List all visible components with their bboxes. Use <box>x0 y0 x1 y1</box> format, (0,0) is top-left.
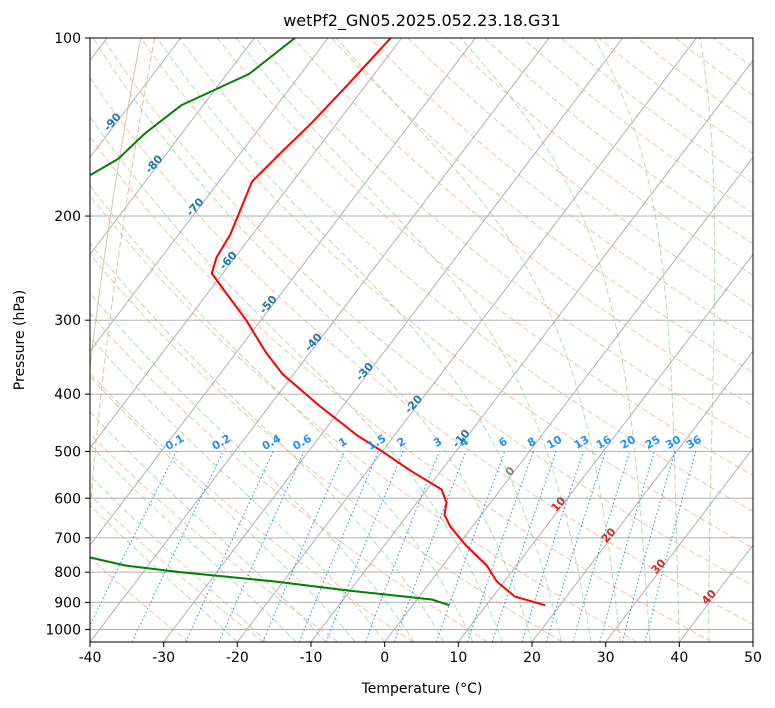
moist-adiabat <box>699 38 716 642</box>
mixing-ratio-line <box>572 451 631 642</box>
dry-adiabat <box>90 253 563 642</box>
y-tick-label: 500 <box>54 444 81 460</box>
special-curves <box>90 38 156 521</box>
mixing-ratio-line <box>621 451 676 642</box>
mixing-ratio-line <box>325 451 404 642</box>
moist-adiabat <box>156 38 562 642</box>
x-axis-title: Temperature (°C) <box>361 681 483 697</box>
x-tick-label: 50 <box>744 650 762 666</box>
y-tick-label: 700 <box>54 531 81 547</box>
isotherm <box>163 38 624 642</box>
y-axis: 100 200 300 400 500 600 700 800 900 1000 <box>45 31 90 638</box>
dry-adiabat <box>407 38 753 308</box>
moist-adiabats <box>90 38 716 642</box>
mixing-ratio-line <box>545 451 607 642</box>
x-tick-label: -30 <box>152 650 175 666</box>
mixing-ratio-line <box>599 451 655 642</box>
mixing-ratio-line <box>467 451 534 642</box>
mixing-ratio-line <box>491 451 557 642</box>
dry-adiabat <box>751 38 753 40</box>
dry-adiabat <box>90 194 638 642</box>
dry-adiabat <box>178 38 753 512</box>
temperature-line <box>210 38 546 607</box>
y-tick-label: 800 <box>54 565 81 581</box>
moist-adiabat <box>90 336 386 642</box>
chart-title: wetPf2_GN05.2025.052.23.18.G31 <box>283 11 561 31</box>
isotherm <box>90 38 476 546</box>
moist-adiabat <box>460 38 651 642</box>
x-tick-label: 40 <box>670 650 688 666</box>
y-axis-title: Pressure (hPa) <box>12 290 28 390</box>
mixing-ratio-line <box>298 451 379 642</box>
mixing-ratio-line <box>364 451 440 642</box>
mixing-ratio-line <box>393 451 467 642</box>
x-axis: -40 -30 -20 -10 0 10 20 30 40 50 <box>79 642 762 666</box>
moist-adiabat <box>92 38 533 642</box>
isotherm <box>90 38 329 353</box>
x-tick-label: 20 <box>523 650 541 666</box>
isotherm <box>384 156 753 642</box>
x-tick-label: -20 <box>226 650 249 666</box>
dry-adiabat <box>331 38 753 373</box>
y-tick-label: 900 <box>54 595 81 611</box>
dry-adiabat <box>90 76 753 625</box>
isotherm <box>752 641 753 642</box>
isotherm <box>236 38 697 642</box>
moist-adiabat <box>335 38 621 642</box>
isotherm <box>90 38 255 256</box>
isotherm <box>605 447 753 642</box>
dry-adiabat <box>90 494 264 642</box>
dry-adiabat <box>254 38 753 441</box>
mixing-ratio-line <box>521 451 584 642</box>
y-tick-label: 300 <box>54 313 81 329</box>
moist-adiabat <box>90 411 327 642</box>
isotherm <box>531 350 753 642</box>
moist-adiabat <box>90 115 503 642</box>
isotherm <box>90 38 403 449</box>
mixing-ratio-line <box>435 451 506 642</box>
isotherms <box>90 38 753 642</box>
x-tick-label: -10 <box>300 650 323 666</box>
moist-adiabat <box>236 38 592 642</box>
y-tick-label: 200 <box>54 209 81 225</box>
x-tick-label: 0 <box>380 650 389 666</box>
moist-adiabat <box>90 242 445 642</box>
isotherm <box>90 38 182 159</box>
dry-adiabat <box>102 38 753 587</box>
y-tick-label: 1000 <box>45 622 81 638</box>
dry-adiabat <box>90 556 190 642</box>
moist-adiabat <box>90 375 356 642</box>
moist-adiabat <box>90 184 474 642</box>
reference-curve <box>90 38 142 373</box>
x-tick-label: -40 <box>79 650 102 666</box>
dry-adiabat <box>90 135 712 642</box>
y-tick-label: 100 <box>54 31 81 47</box>
x-tick-label: 10 <box>449 650 467 666</box>
isotherm <box>310 59 753 642</box>
sounding-series <box>90 38 546 607</box>
mixing-ratio-lines <box>90 451 697 642</box>
reference-curve <box>90 38 156 521</box>
isobars <box>90 38 753 630</box>
mixing-ratio-line <box>218 451 305 642</box>
dry-adiabat <box>216 38 753 476</box>
mixing-ratio-line <box>644 451 697 642</box>
isotherm <box>90 38 550 642</box>
x-tick-label: 30 <box>597 650 615 666</box>
dewpoint-line <box>90 38 450 607</box>
moist-adiabat <box>593 38 680 642</box>
y-tick-label: 400 <box>54 387 81 403</box>
mixing-ratio-line <box>262 451 346 642</box>
isotherm <box>457 253 753 642</box>
moist-adiabat <box>90 444 297 642</box>
mixing-ratio-line <box>90 451 177 627</box>
dry-adiabat <box>90 432 339 642</box>
dry-adiabat <box>90 312 488 642</box>
moist-adiabat <box>90 475 268 642</box>
y-tick-label: 600 <box>54 491 81 507</box>
plot-frame <box>89 37 754 643</box>
